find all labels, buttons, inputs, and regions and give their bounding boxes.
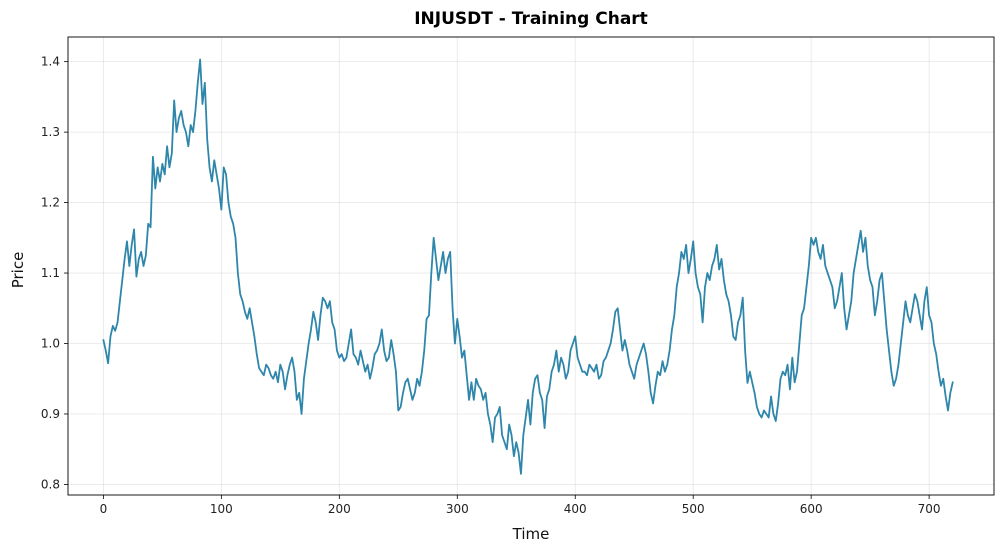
plot-frame <box>67 36 995 496</box>
y-tick-label: 1.1 <box>41 266 60 280</box>
y-tick-label: 0.9 <box>41 407 60 421</box>
y-tick-label: 1.4 <box>41 55 60 69</box>
chart-title: INJUSDT - Training Chart <box>414 9 648 29</box>
x-tick-label: 0 <box>100 502 108 516</box>
x-tick-label: 100 <box>210 502 233 516</box>
y-tick-label: 1.2 <box>41 196 60 210</box>
price-series-line <box>102 58 954 475</box>
x-tick-label: 500 <box>682 502 705 516</box>
x-axis-label: Time <box>512 525 550 543</box>
y-axis-label: Price <box>9 252 27 289</box>
x-tick-label: 600 <box>800 502 823 516</box>
y-tick-label: 1.3 <box>41 125 60 139</box>
series-layer <box>102 58 954 475</box>
y-tick-label: 0.8 <box>41 477 60 491</box>
x-tick-label: 400 <box>564 502 587 516</box>
x-tick-label: 200 <box>328 502 351 516</box>
x-tick-label: 700 <box>918 502 941 516</box>
x-tick-label: 300 <box>446 502 469 516</box>
y-tick-label: 1.0 <box>41 337 60 351</box>
axes: 0 100 200 300 400 500 600 700 0.8 0.9 1.0 1.1 1.2 1.3… <box>41 55 941 516</box>
